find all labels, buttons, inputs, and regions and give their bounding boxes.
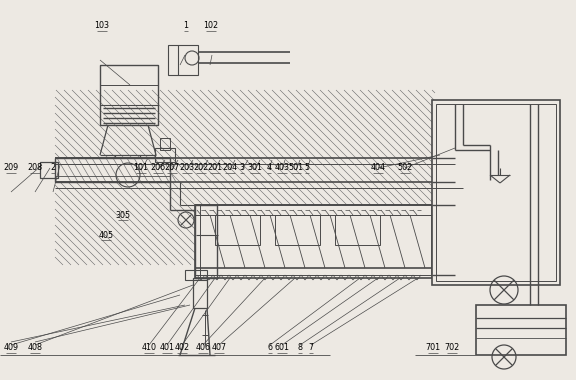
- Text: 407: 407: [211, 344, 226, 353]
- Text: 410: 410: [142, 344, 157, 353]
- Bar: [155, 148, 175, 162]
- Text: 102: 102: [203, 22, 218, 30]
- Text: 101: 101: [134, 163, 149, 173]
- Text: 408: 408: [28, 344, 43, 353]
- Text: 402: 402: [175, 344, 190, 353]
- Text: 1: 1: [184, 22, 188, 30]
- Bar: [195, 205, 432, 278]
- Bar: [476, 305, 566, 355]
- Text: 404: 404: [370, 163, 385, 173]
- Bar: [193, 278, 207, 308]
- Text: 202: 202: [194, 163, 209, 173]
- Bar: [100, 65, 158, 125]
- Text: 103: 103: [94, 22, 109, 30]
- Text: 207: 207: [164, 163, 180, 173]
- Text: 2: 2: [51, 163, 55, 173]
- Bar: [168, 45, 198, 75]
- Text: 403: 403: [275, 163, 290, 173]
- Bar: [335, 215, 380, 245]
- Text: 406: 406: [195, 344, 210, 353]
- Text: 203: 203: [180, 163, 195, 173]
- Text: 301: 301: [248, 163, 263, 173]
- Bar: [436, 104, 556, 281]
- Bar: [40, 162, 58, 178]
- Text: 502: 502: [397, 163, 412, 173]
- Text: 8: 8: [297, 344, 302, 353]
- Bar: [195, 205, 217, 278]
- Bar: [432, 100, 560, 285]
- Text: 5: 5: [305, 163, 309, 173]
- Text: 3: 3: [240, 163, 244, 173]
- Text: 7: 7: [308, 344, 313, 353]
- Text: 206: 206: [150, 163, 165, 173]
- Text: 501: 501: [289, 163, 304, 173]
- Text: 701: 701: [426, 344, 441, 353]
- Text: 209: 209: [3, 163, 18, 173]
- Text: 409: 409: [3, 344, 18, 353]
- Bar: [215, 215, 260, 245]
- Text: 204: 204: [222, 163, 237, 173]
- Text: 305: 305: [115, 211, 131, 220]
- Text: 201: 201: [207, 163, 222, 173]
- Text: 208: 208: [28, 163, 43, 173]
- Bar: [160, 138, 170, 150]
- Text: 601: 601: [275, 344, 290, 353]
- Text: 401: 401: [160, 344, 175, 353]
- Bar: [100, 65, 158, 85]
- Text: 4: 4: [267, 163, 271, 173]
- Bar: [185, 270, 207, 280]
- Text: 405: 405: [98, 231, 113, 239]
- Text: 702: 702: [444, 344, 460, 353]
- Bar: [55, 158, 170, 182]
- Text: 6: 6: [267, 344, 272, 353]
- Bar: [275, 215, 320, 245]
